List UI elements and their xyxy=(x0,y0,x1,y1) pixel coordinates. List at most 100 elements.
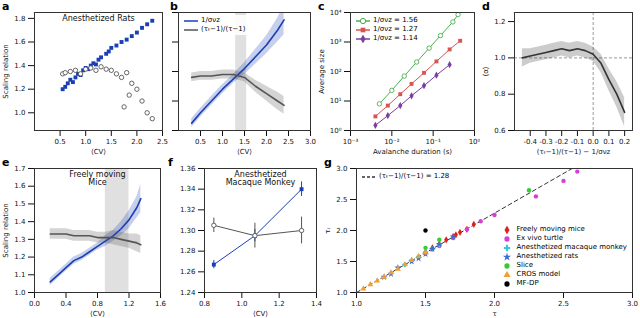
svg-text:1.2: 1.2 xyxy=(123,300,134,308)
svg-text:1.1: 1.1 xyxy=(14,271,25,279)
svg-text:0.4: 0.4 xyxy=(60,300,72,308)
svg-text:τ: τ xyxy=(492,310,496,318)
svg-text:10⁻³: 10⁻³ xyxy=(343,138,359,146)
svg-text:1.0: 1.0 xyxy=(14,109,25,117)
svg-text:-0.3: -0.3 xyxy=(539,138,553,146)
svg-text:10¹: 10¹ xyxy=(330,97,342,105)
svg-text:0.6: 0.6 xyxy=(494,127,506,135)
html-text:d: d xyxy=(482,0,490,13)
svg-text:2.5: 2.5 xyxy=(336,196,347,204)
svg-text:1.24: 1.24 xyxy=(180,289,196,297)
html-text:(τₜ−1)/(τ−1): (τₜ−1)/(τ−1) xyxy=(201,25,246,33)
svg-text:3.0: 3.0 xyxy=(305,138,316,146)
svg-text:10⁻¹: 10⁻¹ xyxy=(425,138,441,146)
html-text:1/σνz = 1.14: 1/σνz = 1.14 xyxy=(373,34,418,42)
svg-text:Avalanche duration (s): Avalanche duration (s) xyxy=(373,148,452,156)
svg-text:1.5: 1.5 xyxy=(239,138,250,146)
html-text:Slice: Slice xyxy=(516,261,533,269)
svg-text:10⁻²: 10⁻² xyxy=(384,138,400,146)
svg-text:1.6: 1.6 xyxy=(155,300,166,308)
svg-text:(τₜ−1)/(τ−1) − 1/σνz: (τₜ−1)/(τ−1) − 1/σνz xyxy=(537,148,611,156)
svg-text:1.0: 1.0 xyxy=(14,289,25,297)
html-text:Ex vivo turtle: Ex vivo turtle xyxy=(516,234,564,242)
svg-text:1.7: 1.7 xyxy=(14,165,25,173)
svg-text:⟨CV⟩: ⟨CV⟩ xyxy=(253,310,268,318)
svg-text:1.2: 1.2 xyxy=(14,253,25,261)
svg-text:-0.4: -0.4 xyxy=(523,138,537,146)
svg-text:2.0: 2.0 xyxy=(336,227,347,235)
svg-text:1.2: 1.2 xyxy=(494,18,505,26)
html-text:Anesthetized macaque monkey: Anesthetized macaque monkey xyxy=(516,243,627,251)
svg-text:AnesthetizedMacaque Monkey: AnesthetizedMacaque Monkey xyxy=(226,170,296,187)
svg-text:0.1: 0.1 xyxy=(603,138,614,146)
svg-text:⟨CV⟩: ⟨CV⟩ xyxy=(90,310,105,318)
svg-text:1.26: 1.26 xyxy=(180,268,196,276)
svg-text:Anesthetized Rats: Anesthetized Rats xyxy=(62,14,134,23)
svg-text:Freely movingMice: Freely movingMice xyxy=(69,170,125,187)
svg-text:0.8: 0.8 xyxy=(92,300,103,308)
svg-text:3.0: 3.0 xyxy=(627,300,638,308)
svg-text:0.5: 0.5 xyxy=(195,138,206,146)
svg-text:1.4: 1.4 xyxy=(311,300,322,308)
html-text:b: b xyxy=(170,0,178,13)
svg-text:1.6: 1.6 xyxy=(14,38,26,46)
svg-text:1.2: 1.2 xyxy=(274,300,285,308)
svg-text:1.2: 1.2 xyxy=(14,85,25,93)
svg-text:2.0: 2.0 xyxy=(131,138,142,146)
svg-text:⟨α⟩: ⟨α⟩ xyxy=(482,66,490,76)
svg-text:2.5: 2.5 xyxy=(558,300,569,308)
svg-text:3.0: 3.0 xyxy=(336,165,347,173)
svg-text:2.5: 2.5 xyxy=(283,138,294,146)
svg-text:τₜ: τₜ xyxy=(324,227,332,233)
html-text:Anesthetized rats: Anesthetized rats xyxy=(516,252,579,260)
svg-text:2.0: 2.0 xyxy=(261,138,272,146)
svg-text:⟨CV⟩: ⟨CV⟩ xyxy=(237,148,252,156)
svg-text:Scaling relation: Scaling relation xyxy=(2,44,10,98)
svg-text:1.0: 1.0 xyxy=(494,54,505,62)
svg-text:10⁰: 10⁰ xyxy=(330,127,342,135)
svg-text:10²: 10² xyxy=(330,68,342,76)
svg-text:1.30: 1.30 xyxy=(180,227,196,235)
svg-text:0.0: 0.0 xyxy=(29,300,40,308)
svg-text:1.3: 1.3 xyxy=(14,236,25,244)
html-text:1/σνz = 1.56: 1/σνz = 1.56 xyxy=(373,16,418,24)
svg-text:1.36: 1.36 xyxy=(180,165,196,173)
svg-text:1.6: 1.6 xyxy=(14,182,26,190)
svg-text:Average size: Average size xyxy=(318,49,326,94)
svg-text:10³: 10³ xyxy=(330,38,342,46)
html-text:e: e xyxy=(2,156,10,169)
svg-text:2.5: 2.5 xyxy=(157,138,168,146)
svg-text:1.5: 1.5 xyxy=(336,258,347,266)
svg-text:1.0: 1.0 xyxy=(351,300,362,308)
svg-text:1.32: 1.32 xyxy=(180,206,196,214)
svg-text:0.8: 0.8 xyxy=(199,300,210,308)
svg-text:0.0: 0.0 xyxy=(588,138,599,146)
svg-text:1.0: 1.0 xyxy=(336,289,347,297)
svg-text:1.5: 1.5 xyxy=(106,138,117,146)
html-text:1/σνz: 1/σνz xyxy=(201,16,220,24)
svg-text:1.0: 1.0 xyxy=(217,138,228,146)
svg-text:0.2: 0.2 xyxy=(619,138,630,146)
svg-text:1.28: 1.28 xyxy=(180,247,196,255)
svg-text:10⁰: 10⁰ xyxy=(469,138,480,146)
svg-text:1.34: 1.34 xyxy=(180,185,196,193)
html-text:Freely moving mice: Freely moving mice xyxy=(516,225,585,233)
svg-text:1.4: 1.4 xyxy=(14,218,26,226)
svg-text:10⁴: 10⁴ xyxy=(330,9,342,17)
svg-text:2.0: 2.0 xyxy=(489,300,500,308)
svg-text:1.8: 1.8 xyxy=(14,15,25,23)
html-text:1/σνz = 1.27: 1/σνz = 1.27 xyxy=(373,25,418,33)
svg-text:1.5: 1.5 xyxy=(14,200,25,208)
svg-text:1.0: 1.0 xyxy=(80,138,91,146)
svg-text:⟨CV⟩: ⟨CV⟩ xyxy=(91,148,106,156)
svg-text:1.0: 1.0 xyxy=(236,300,247,308)
svg-text:Scaling relation: Scaling relation xyxy=(2,203,10,257)
svg-text:1.4: 1.4 xyxy=(14,62,26,70)
svg-text:0.8: 0.8 xyxy=(494,90,505,98)
svg-text:0.5: 0.5 xyxy=(55,138,66,146)
html-text:a: a xyxy=(2,0,10,13)
svg-text:1.5: 1.5 xyxy=(420,300,431,308)
svg-text:-0.1: -0.1 xyxy=(571,138,585,146)
svg-text:-0.2: -0.2 xyxy=(555,138,569,146)
html-text:g: g xyxy=(324,156,332,169)
